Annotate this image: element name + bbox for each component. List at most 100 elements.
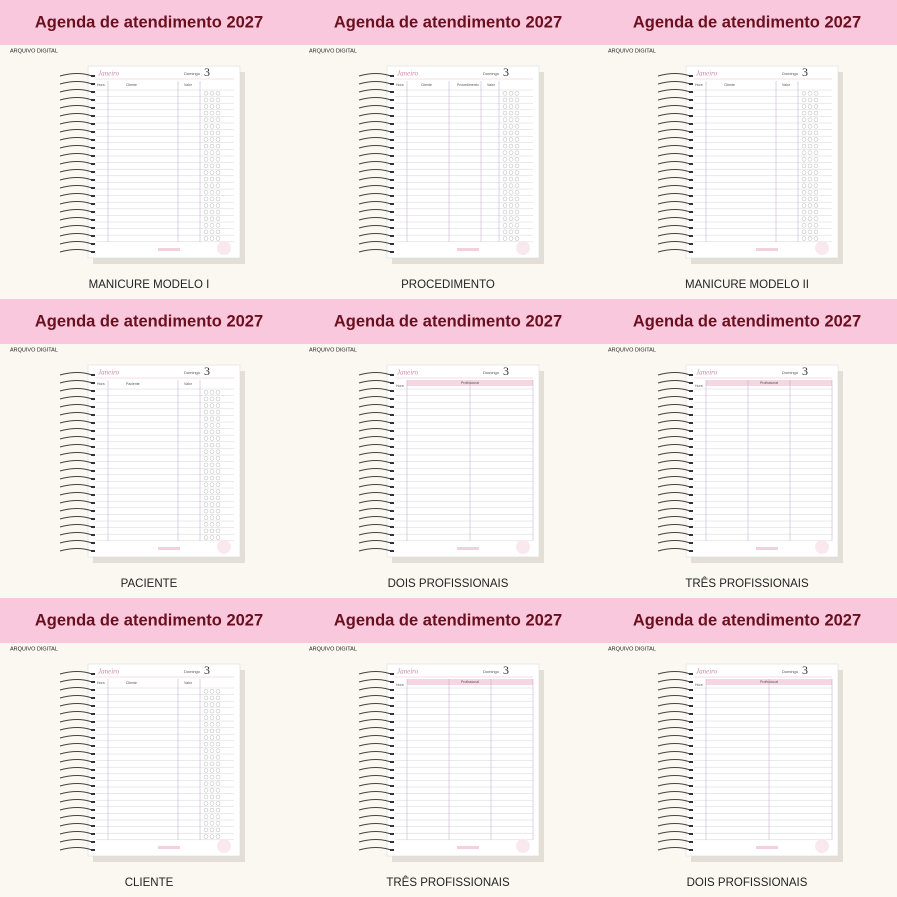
spiral-ring [59, 427, 93, 432]
spiral-ring [59, 539, 93, 544]
check-circle [807, 130, 813, 136]
spiral-ring [657, 694, 691, 699]
check-circle [215, 176, 221, 182]
check-circle [203, 236, 209, 241]
floral-mark [516, 839, 530, 853]
spiral-ring [59, 443, 93, 448]
check-circle [203, 728, 209, 734]
check-circle [203, 416, 209, 421]
spiral-ring [59, 144, 93, 149]
spiral-hole [689, 841, 693, 843]
check-circle [209, 229, 215, 235]
floral-mark [217, 540, 231, 554]
check-circle [209, 390, 215, 395]
planner-weekday: Domingo [184, 370, 201, 375]
check-circle [508, 183, 514, 188]
card-title: Agenda de atendimento 2027 [334, 611, 562, 629]
check-circle [508, 190, 514, 195]
spiral-ring [59, 678, 93, 683]
check-circle [502, 229, 508, 235]
spiral-hole [390, 195, 394, 197]
spiral-hole [689, 793, 693, 795]
planner-month: Janeiro [397, 668, 419, 676]
spiral-hole [91, 542, 95, 544]
spiral-hole [390, 777, 394, 779]
spiral-hole [689, 390, 693, 392]
spiral-ring [657, 379, 691, 384]
check-circle [807, 229, 813, 235]
spiral-hole [689, 478, 693, 480]
check-circle [807, 183, 813, 188]
check-circle [508, 170, 514, 175]
spiral-ring [358, 758, 392, 763]
check-circle [502, 216, 508, 221]
spiral-hole [689, 737, 693, 739]
spiral-hole [91, 131, 95, 133]
check-circle [502, 236, 508, 241]
spiral-hole [390, 510, 394, 512]
spiral-ring [358, 678, 392, 683]
check-circle [203, 774, 209, 780]
check-circle [209, 183, 215, 188]
spiral-hole [91, 745, 95, 747]
check-circle [215, 702, 221, 707]
spiral-hole [390, 422, 394, 424]
spiral-hole [390, 681, 394, 683]
check-circle [813, 203, 819, 208]
spiral-hole [91, 550, 95, 552]
check-circle [203, 196, 209, 202]
planner-weekday: Domingo [184, 669, 201, 674]
spiral-hole [91, 414, 95, 416]
spiral-hole [390, 542, 394, 544]
spiral-ring [358, 387, 392, 392]
spiral-hole [689, 697, 693, 699]
check-circle [209, 827, 215, 833]
spiral-hole [91, 91, 95, 93]
check-circle [514, 150, 520, 155]
spiral-hole [390, 841, 394, 843]
check-circle [813, 130, 819, 136]
spiral-ring [358, 88, 392, 93]
spiral-ring [59, 726, 93, 731]
spiral-hole [390, 462, 394, 464]
spiral-hole [91, 398, 95, 400]
check-circle [203, 190, 209, 195]
check-circle [209, 436, 215, 441]
check-circle [203, 748, 209, 753]
spiral-hole [390, 107, 394, 109]
planner-weekday: Domingo [483, 71, 500, 76]
spiral-hole [91, 769, 95, 771]
spiral-hole [390, 219, 394, 221]
spiral-hole [91, 817, 95, 819]
spiral-ring [657, 499, 691, 504]
spiral-ring [358, 726, 392, 731]
spiral-hole [689, 689, 693, 691]
check-circle [209, 814, 215, 819]
spiral-hole [390, 769, 394, 771]
spiral-ring [657, 475, 691, 480]
check-circle [215, 489, 221, 494]
spiral-ring [59, 200, 93, 205]
pro-band [706, 380, 832, 386]
check-circle [514, 163, 520, 169]
check-circle [215, 429, 221, 435]
spiral-ring [59, 240, 93, 245]
header-band [299, 598, 598, 643]
check-circle [209, 807, 215, 813]
check-circle [807, 196, 813, 202]
spiral-hole [91, 526, 95, 528]
check-circle [801, 223, 807, 228]
spiral-ring [657, 742, 691, 747]
check-circle [203, 183, 209, 188]
card-title: Agenda de atendimento 2027 [633, 611, 861, 629]
spiral-hole [689, 769, 693, 771]
spiral-hole [689, 518, 693, 520]
column-label: Valor [782, 83, 791, 87]
check-circle [807, 110, 813, 116]
spiral-hole [689, 219, 693, 221]
spiral-ring [657, 184, 691, 189]
check-circle [203, 409, 209, 415]
spiral-ring [657, 507, 691, 512]
check-circle [209, 722, 215, 727]
spiral-hole [390, 203, 394, 205]
